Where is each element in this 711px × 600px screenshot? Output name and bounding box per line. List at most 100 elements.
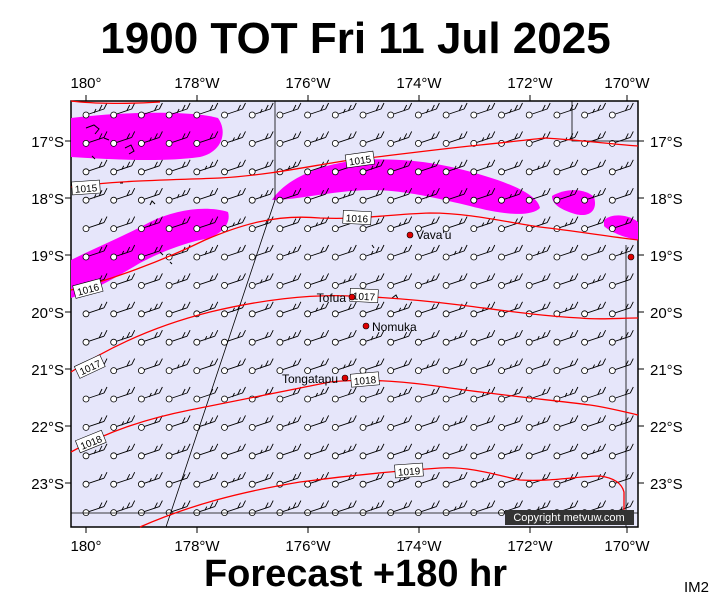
wind-barb xyxy=(442,187,468,204)
island-north-west xyxy=(85,124,135,160)
wind-barb xyxy=(470,471,496,488)
wind-barb xyxy=(387,131,413,147)
lon-label-bottom: 174°W xyxy=(396,538,442,555)
wind-barb xyxy=(387,216,413,233)
lat-label-left: 20°S xyxy=(31,305,64,322)
svg-text:Copyright metvuw.com: Copyright metvuw.com xyxy=(513,512,624,524)
svg-text:1015: 1015 xyxy=(75,183,98,196)
wind-barb xyxy=(553,329,579,346)
wind-barb xyxy=(442,159,468,176)
wind-barb xyxy=(331,443,357,460)
wind-barb xyxy=(276,329,302,346)
wind-barb xyxy=(553,415,579,431)
svg-text:1018: 1018 xyxy=(354,375,378,388)
wind-barb xyxy=(304,187,330,204)
wind-barb xyxy=(304,358,330,375)
wind-barb xyxy=(193,216,219,233)
wind-barb xyxy=(221,244,246,261)
wind-barb xyxy=(387,443,413,460)
wind-barb xyxy=(581,187,607,204)
wind-barb xyxy=(110,102,136,119)
longitude-labels-top: 180° 178°W 176°W 174°W 172°W 170°W xyxy=(70,75,650,92)
wind-barb xyxy=(498,273,523,289)
wind-barb xyxy=(553,244,579,261)
wind-barb xyxy=(581,443,607,460)
wind-barb xyxy=(137,131,163,147)
isobar-1015 xyxy=(70,137,639,188)
wind-barb xyxy=(387,386,413,403)
wind-barb xyxy=(525,187,551,204)
wind-barb xyxy=(442,415,468,431)
wind-barb xyxy=(498,244,523,261)
wind-barb xyxy=(137,386,163,403)
wind-barb xyxy=(414,131,440,147)
wind-barb xyxy=(276,244,302,261)
wind-barb xyxy=(193,244,219,261)
wind-barb xyxy=(608,415,634,431)
wind-barb xyxy=(82,131,108,147)
wind-barb xyxy=(82,159,108,176)
wind-barb xyxy=(359,187,385,204)
precip-area-north-west xyxy=(71,112,223,161)
lon-label-top: 174°W xyxy=(396,75,442,92)
wind-barb xyxy=(498,102,523,119)
wind-barb xyxy=(387,273,413,289)
wind-barb xyxy=(553,301,579,318)
wind-barb xyxy=(82,329,108,346)
svg-text:1019: 1019 xyxy=(398,466,421,479)
wind-barb xyxy=(304,216,330,233)
wind-barb xyxy=(248,329,274,346)
lon-label-top: 172°W xyxy=(507,75,553,92)
wind-barb xyxy=(110,159,136,176)
svg-text:Tongatapu: Tongatapu xyxy=(282,372,338,386)
wind-barb xyxy=(442,471,468,488)
wind-barb xyxy=(387,358,413,375)
wind-barb xyxy=(331,358,357,375)
wind-barb xyxy=(82,471,108,488)
date-line xyxy=(165,101,276,528)
longitude-labels-bottom: 180° 178°W 176°W 174°W 172°W 170°W xyxy=(70,538,650,555)
wind-barb xyxy=(525,358,551,375)
wind-barb xyxy=(165,329,191,346)
wind-barb xyxy=(414,187,440,204)
wind-barb xyxy=(608,216,634,233)
place-nomuka: Nomuka xyxy=(362,320,417,334)
wind-barb xyxy=(137,187,163,204)
wind-barb xyxy=(221,159,246,176)
isobar-label: 1018 xyxy=(350,371,380,388)
isobar-label: 1016 xyxy=(342,209,372,226)
wind-barb xyxy=(110,415,136,431)
isobar-labels: 1015 1015 1016 1016 1017 1017 1018 1018 xyxy=(71,150,424,479)
wind-barb xyxy=(553,358,579,375)
wind-barb xyxy=(82,187,108,204)
wind-barb xyxy=(359,273,385,289)
wind-barb xyxy=(304,131,330,147)
wind-barb xyxy=(248,471,274,488)
wind-barb xyxy=(304,329,330,346)
lat-label-left: 17°S xyxy=(31,134,64,151)
wind-barb xyxy=(110,358,136,375)
wind-barb xyxy=(276,443,302,460)
wind-barb xyxy=(331,244,357,261)
wind-barb xyxy=(442,273,468,289)
place-tofua: Tofua xyxy=(317,291,356,305)
wind-barb xyxy=(193,273,219,289)
wind-barb xyxy=(608,102,634,119)
wind-barb xyxy=(387,102,413,119)
lat-label-right: 20°S xyxy=(650,305,683,322)
wind-barb xyxy=(525,159,551,176)
wind-barb xyxy=(470,329,496,346)
wind-barb xyxy=(110,187,136,204)
wind-barb xyxy=(387,301,413,318)
wind-barb xyxy=(276,131,302,147)
wind-barb xyxy=(248,102,274,119)
wind-barb xyxy=(581,244,607,261)
svg-text:Nomuka: Nomuka xyxy=(372,320,417,334)
wind-barb xyxy=(470,358,496,375)
wind-barb xyxy=(276,386,302,403)
wind-barb xyxy=(359,358,385,375)
wind-barb xyxy=(525,102,551,119)
wind-barb xyxy=(581,102,607,119)
wind-barb xyxy=(470,102,496,119)
wind-barb xyxy=(498,443,523,460)
